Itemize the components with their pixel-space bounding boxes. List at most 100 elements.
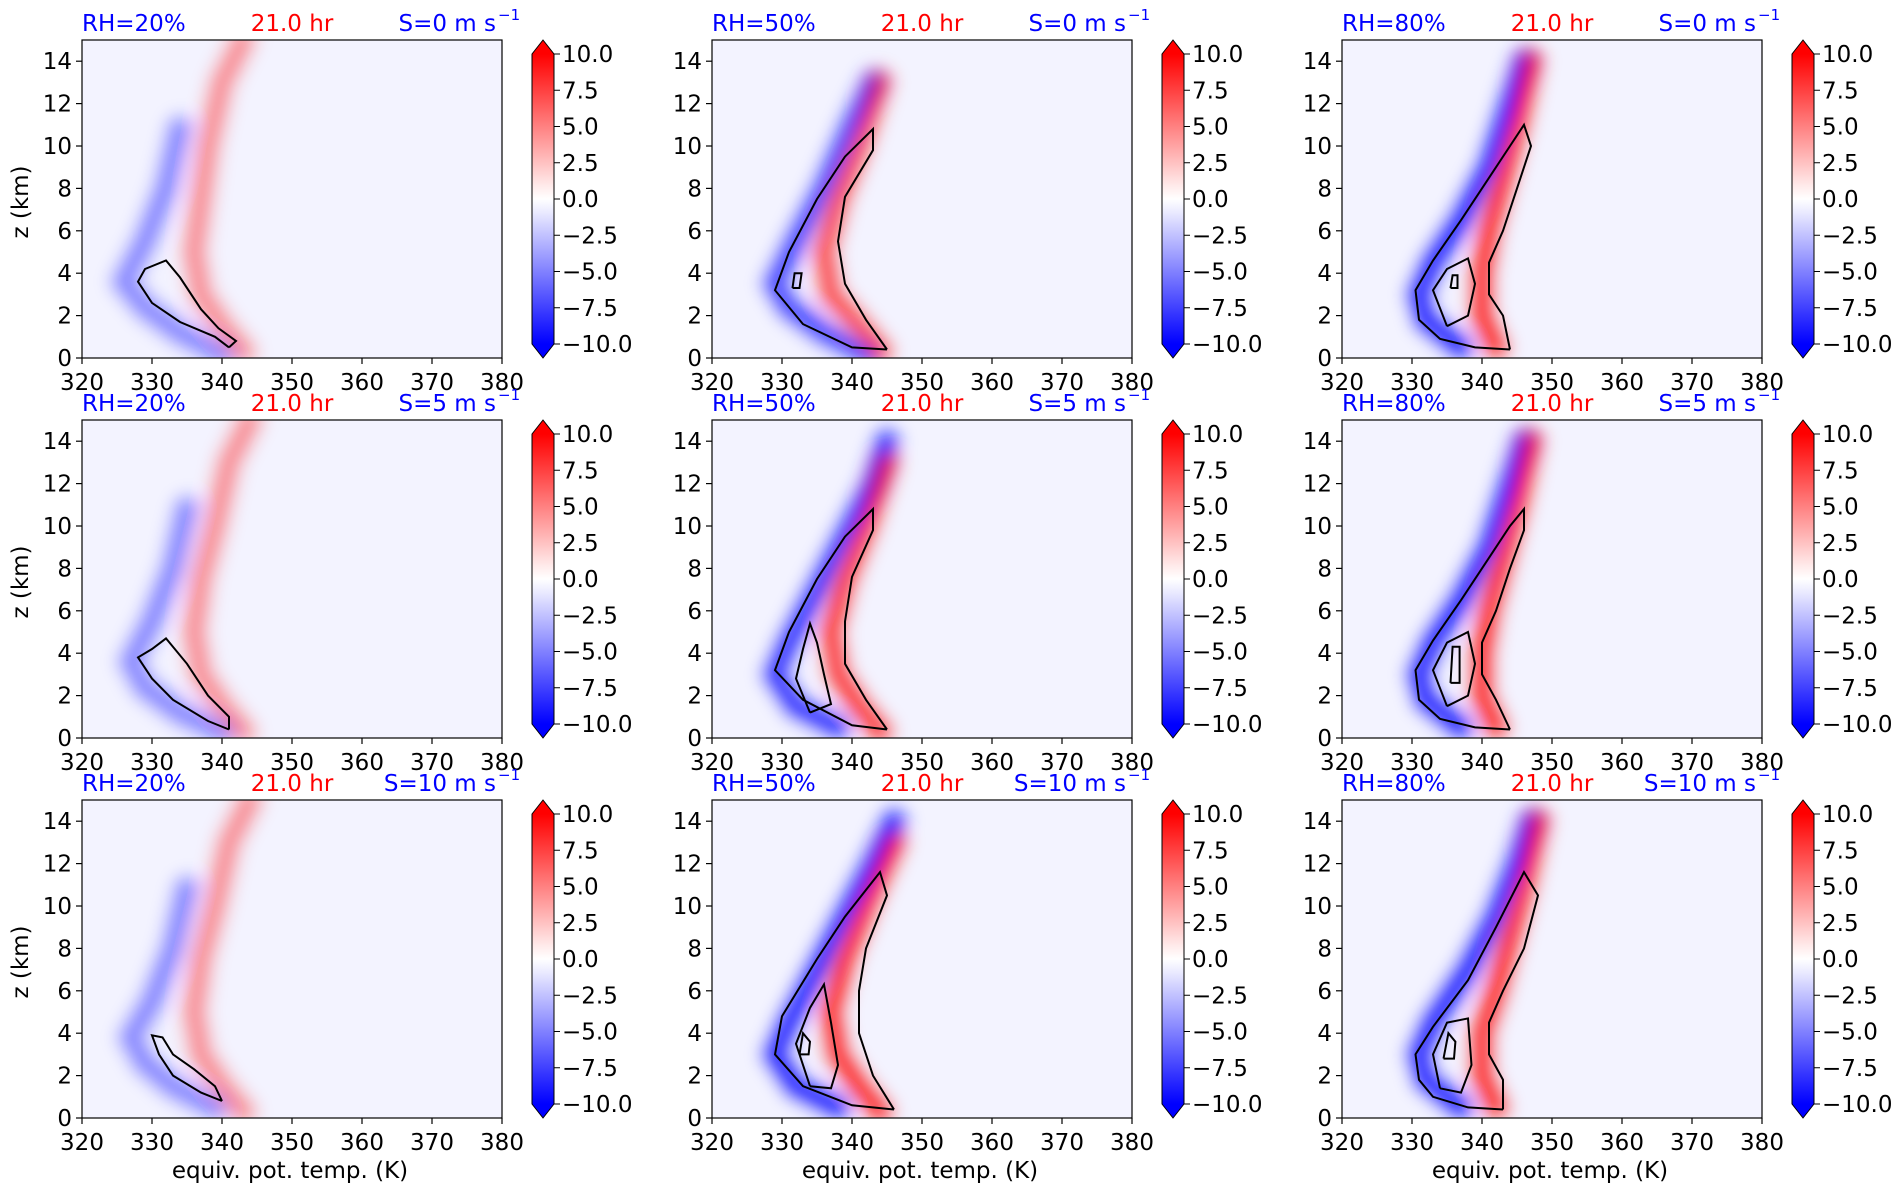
contour-line [1449,645,1461,684]
colorbar-extend-max [1162,40,1184,54]
colorbar-tick-label: −7.5 [562,296,618,322]
x-tick-label: 380 [480,370,524,396]
y-tick-label: 4 [57,1021,72,1047]
shear-label: S=0 m s [1028,11,1126,37]
colorbar-tick-label: 5.0 [1192,875,1229,901]
y-tick-label: 8 [687,556,702,582]
contour-line [794,981,840,1090]
colorbar-tick-label: 0.0 [1192,187,1229,213]
colorbar-extend-min [1162,724,1184,738]
shear-label: S=10 m s [1014,771,1126,797]
colorbar-extend-max [1792,40,1814,54]
positive-core [188,420,256,738]
colorbar-tick-label: 0.0 [562,947,599,973]
x-tick-label: 340 [1460,750,1504,776]
contour-line [791,272,803,289]
y-axis-label: z (km) [8,165,34,238]
colorbar-tick-label: −7.5 [1822,676,1878,702]
x-tick-label: 360 [340,370,384,396]
colorbar-tick-label: 2.5 [562,151,599,177]
colorbar-extend-min [1792,724,1814,738]
shear-label: S=0 m s [1658,11,1756,37]
x-tick-label: 340 [200,1130,244,1156]
x-tick-label: 320 [60,1130,104,1156]
shear-unit-exponent: −1 [498,766,520,784]
x-tick-label: 380 [480,750,524,776]
colorbar-tick-label: −7.5 [1192,296,1248,322]
y-tick-label: 0 [687,726,702,752]
y-tick-label: 14 [43,429,72,455]
contour-line [1449,274,1459,289]
contour-line [798,1030,812,1056]
x-tick-label: 370 [410,1130,454,1156]
colorbar-tick-label: −5.0 [1822,1020,1878,1046]
x-tick-label: 320 [690,370,734,396]
x-tick-label: 330 [760,750,804,776]
chart-panel: 320 330 340 350 360 370 380 0 2 4 6 8 10 12 14 RH=50% 21… [673,6,1263,396]
y-tick-label: 4 [687,261,702,287]
shear-label: S=5 m s [1658,391,1756,417]
y-tick-label: 10 [673,894,702,920]
colorbar-tick-label: 10.0 [1822,42,1873,68]
colorbar-extend-min [532,724,554,738]
colorbar-tick-label: −10.0 [1822,332,1892,358]
y-tick-label: 0 [687,346,702,372]
x-tick-label: 360 [1600,750,1644,776]
colorbar-tick-label: −10.0 [1192,332,1262,358]
shear-unit-exponent: −1 [1758,766,1780,784]
colorbar-tick-label: −5.0 [1822,640,1878,666]
colorbar-tick-label: −10.0 [1822,1092,1892,1118]
x-tick-label: 360 [970,1130,1014,1156]
colorbar: 10.0 7.5 5.0 2.5 0.0 −2.5 −5.0 −7.5 −10.0 [1161,799,1262,1119]
colorbar-extend-min [532,1104,554,1118]
colorbar-tick-label: 10.0 [1822,422,1873,448]
colorbar-tick-label: 7.5 [562,458,599,484]
y-tick-label: 0 [57,726,72,752]
shear-label: S=10 m s [384,771,496,797]
rh-label: RH=20% [82,11,186,37]
y-tick-label: 4 [57,641,72,667]
colorbar-tick-label: 5.0 [562,115,599,141]
x-tick-label: 350 [900,750,944,776]
y-tick-label: 0 [57,346,72,372]
y-tick-label: 0 [687,1106,702,1132]
positive-core [825,836,900,1118]
y-tick-label: 14 [43,809,72,835]
colorbar-tick-label: −10.0 [562,712,632,738]
rh-label: RH=20% [82,391,186,417]
time-label: 21.0 hr [881,391,964,417]
y-tick-label: 10 [673,514,702,540]
negative-core [125,883,221,1114]
y-tick-label: 8 [1317,936,1332,962]
colorbar: 10.0 7.5 5.0 2.5 0.0 −2.5 −5.0 −7.5 −10.0 [531,39,632,359]
colorbar-tick-label: −7.5 [562,676,618,702]
contour-line [1431,630,1477,708]
x-axis-label: equiv. pot. temp. (K) [802,1158,1038,1184]
x-tick-label: 350 [1530,750,1574,776]
x-tick-label: 380 [1110,1130,1154,1156]
y-tick-label: 14 [1303,429,1332,455]
y-tick-label: 12 [1303,92,1332,118]
x-tick-label: 320 [1320,370,1364,396]
y-tick-label: 6 [1317,219,1332,245]
colorbar-tick-label: 0.0 [1822,567,1859,593]
x-tick-label: 340 [1460,1130,1504,1156]
y-tick-label: 2 [57,684,72,710]
colorbar-tick-label: 10.0 [562,802,613,828]
colorbar-tick-label: 7.5 [1822,838,1859,864]
y-tick-label: 6 [1317,979,1332,1005]
x-tick-label: 350 [1530,370,1574,396]
colorbar-extend-min [1792,344,1814,358]
y-tick-label: 8 [1317,176,1332,202]
y-tick-label: 14 [673,429,702,455]
y-tick-label: 2 [687,684,702,710]
colorbar-tick-label: −5.0 [1822,260,1878,286]
negative-core [118,123,228,358]
colorbar-extend-max [1162,800,1184,814]
colorbar-gradient [532,814,554,1104]
x-tick-label: 380 [1740,750,1784,776]
colorbar-tick-label: −7.5 [562,1056,618,1082]
colorbar-gradient [1792,434,1814,724]
rh-label: RH=50% [712,771,816,797]
